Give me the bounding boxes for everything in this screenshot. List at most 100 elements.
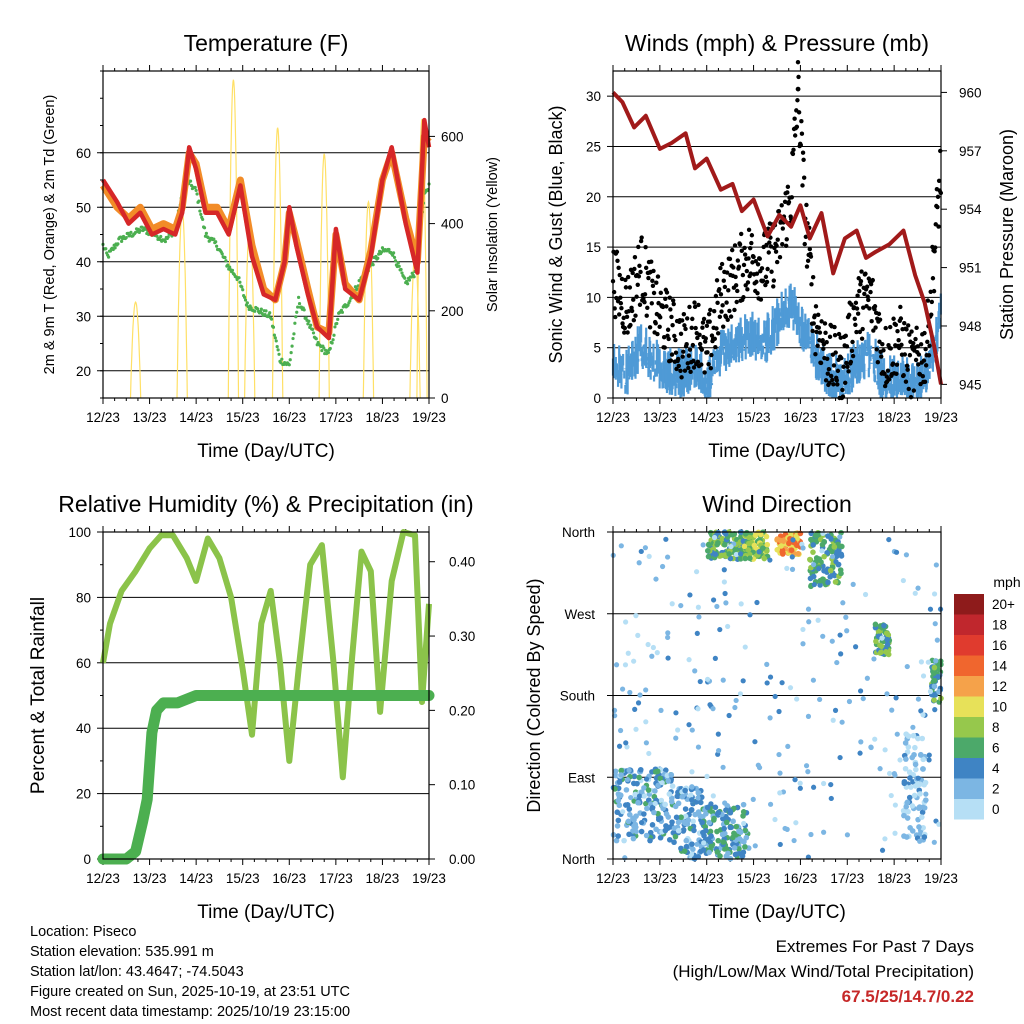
gust-point: [911, 388, 917, 393]
direction-point: [817, 582, 823, 588]
direction-point: [711, 815, 717, 822]
colorbar-tick-label: 16: [992, 638, 1007, 653]
direction-point: [777, 841, 783, 848]
direction-point: [933, 562, 939, 568]
direction-point: [641, 793, 647, 799]
gust-point: [671, 301, 676, 307]
direction-point: [894, 731, 900, 737]
x-tick-label: 19/23: [924, 410, 958, 425]
direction-point: [879, 635, 885, 641]
gust-point: [921, 358, 927, 363]
gust-point: [733, 283, 739, 288]
direction-point: [882, 836, 888, 842]
gust-point: [928, 289, 933, 294]
direction-point: [917, 838, 923, 844]
gust-point: [861, 305, 866, 310]
direction-point: [641, 785, 647, 791]
direction-point: [779, 680, 785, 686]
gust-point: [636, 244, 641, 250]
gust-point: [727, 308, 732, 314]
colorbar-tick-label: 4: [992, 761, 1000, 776]
direction-point: [647, 829, 654, 836]
gust-point: [904, 327, 909, 332]
direction-point: [821, 829, 827, 835]
gust-point: [623, 277, 628, 283]
x-tick-label: 15/23: [737, 871, 771, 886]
gust-point: [862, 291, 867, 297]
gust-point: [799, 119, 804, 124]
direction-point: [662, 767, 669, 773]
direction-point: [694, 841, 700, 847]
direction-point: [690, 818, 696, 825]
x-tick-label: 13/23: [133, 410, 167, 425]
gust-point: [782, 199, 788, 204]
gust-point: [841, 364, 846, 369]
gust-point: [669, 314, 674, 320]
direction-point: [617, 727, 624, 734]
gust-point: [669, 352, 675, 357]
gust-point: [620, 321, 625, 326]
direction-point: [696, 614, 702, 620]
direction-point: [635, 799, 641, 806]
direction-point: [671, 825, 678, 831]
direction-point: [637, 692, 643, 698]
gust-point: [876, 311, 882, 317]
gust-point: [804, 264, 810, 269]
dewpoint-point: [214, 240, 218, 244]
y-tick-label: 30: [586, 89, 601, 104]
dewpoint-point: [264, 309, 268, 313]
gust-point: [636, 274, 642, 279]
direction-point: [844, 832, 851, 838]
plot-frame: [102, 531, 430, 860]
direction-point: [831, 544, 838, 550]
gust-point: [733, 274, 738, 280]
x-axis-label: Time (Day/UTC): [708, 902, 846, 923]
gust-point: [766, 250, 771, 255]
dewpoint-point: [379, 250, 384, 254]
x-tick-label: 19/23: [924, 871, 958, 886]
direction-point: [633, 813, 639, 819]
direction-point: [722, 590, 728, 597]
gust-point: [741, 262, 747, 268]
direction-point: [751, 542, 758, 549]
gust-point: [786, 199, 792, 205]
gust-point: [849, 348, 855, 354]
dewpoint-point: [215, 244, 219, 248]
direction-point: [838, 529, 844, 536]
direction-point: [652, 788, 658, 794]
gust-point: [911, 340, 916, 346]
direction-point: [704, 773, 710, 779]
direction-point: [690, 846, 696, 853]
direction-point: [886, 536, 892, 543]
direction-point: [920, 824, 926, 831]
y2-tick-label: 0.20: [449, 703, 475, 718]
dewpoint-point: [224, 259, 228, 263]
gust-point: [853, 300, 859, 306]
gust-point: [935, 194, 941, 199]
direction-point: [662, 801, 668, 807]
direction-point: [906, 769, 913, 776]
gust-point: [613, 314, 618, 320]
gust-point: [854, 329, 859, 335]
x-axis-label: Time (Day/UTC): [708, 441, 846, 462]
solar-curve: [129, 301, 142, 399]
direction-point: [907, 775, 913, 781]
direction-point: [654, 650, 660, 656]
direction-point: [794, 696, 800, 702]
gust-point: [913, 357, 919, 363]
gust-point: [771, 278, 777, 283]
direction-point: [906, 794, 913, 801]
gust-point: [867, 306, 872, 311]
direction-point: [782, 825, 788, 832]
gust-point: [859, 336, 865, 341]
y-tick-label: 25: [586, 139, 601, 154]
gust-point: [713, 293, 719, 299]
gust-point: [858, 279, 864, 284]
gust-point: [814, 329, 819, 335]
direction-point: [921, 834, 928, 840]
gust-point: [886, 377, 892, 382]
dewpoint-point: [332, 333, 336, 337]
direction-point: [715, 837, 722, 844]
direction-point: [932, 707, 938, 713]
